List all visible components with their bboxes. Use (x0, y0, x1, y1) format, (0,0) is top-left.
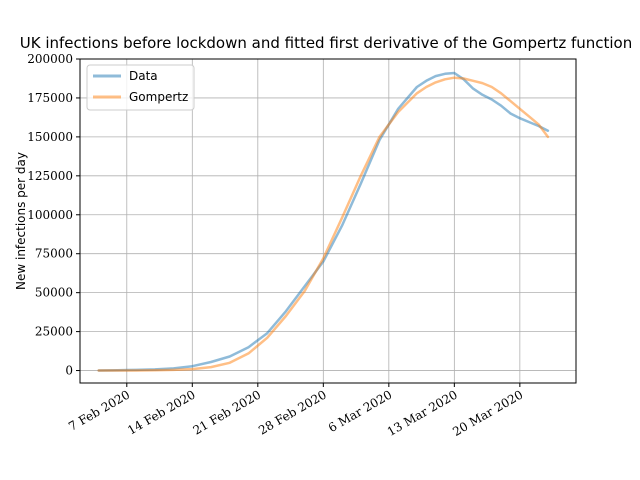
legend-label-gompertz: Gompertz (129, 90, 188, 104)
x-tick-label: 7 Feb 2020 (66, 387, 132, 433)
series-layer (97, 71, 550, 372)
y-tick-label: 25000 (35, 325, 73, 339)
grid (80, 58, 576, 383)
plot-frame (79, 58, 577, 384)
y-tick-label: 75000 (35, 247, 73, 261)
y-tick-label: 100000 (27, 208, 73, 222)
legend: Data Gompertz (86, 64, 195, 111)
x-tick-label: 6 Mar 2020 (326, 387, 394, 435)
x-tick-label: 21 Feb 2020 (191, 387, 264, 437)
x-tick-label: 13 Mar 2020 (385, 387, 460, 438)
y-tick-label: 150000 (27, 130, 73, 144)
legend-label-data: Data (129, 69, 158, 83)
x-tick-label: 14 Feb 2020 (125, 387, 198, 437)
y-axis-ticks: 0 25000 50000 75000 100000 125000 150000 175000… (27, 52, 80, 378)
y-tick-label: 50000 (35, 286, 73, 300)
series-line-gompertz (97, 76, 550, 372)
x-tick-label: 20 Mar 2020 (450, 387, 525, 438)
y-tick-label: 125000 (27, 169, 73, 183)
y-tick-label: 0 (65, 364, 73, 378)
y-tick-label: 175000 (27, 91, 73, 105)
y-axis-label: New infections per day (14, 152, 28, 290)
chart-title: UK infections before lockdown and fitted… (20, 34, 633, 52)
y-tick-label: 200000 (27, 52, 73, 66)
x-tick-label: 28 Feb 2020 (256, 387, 329, 437)
